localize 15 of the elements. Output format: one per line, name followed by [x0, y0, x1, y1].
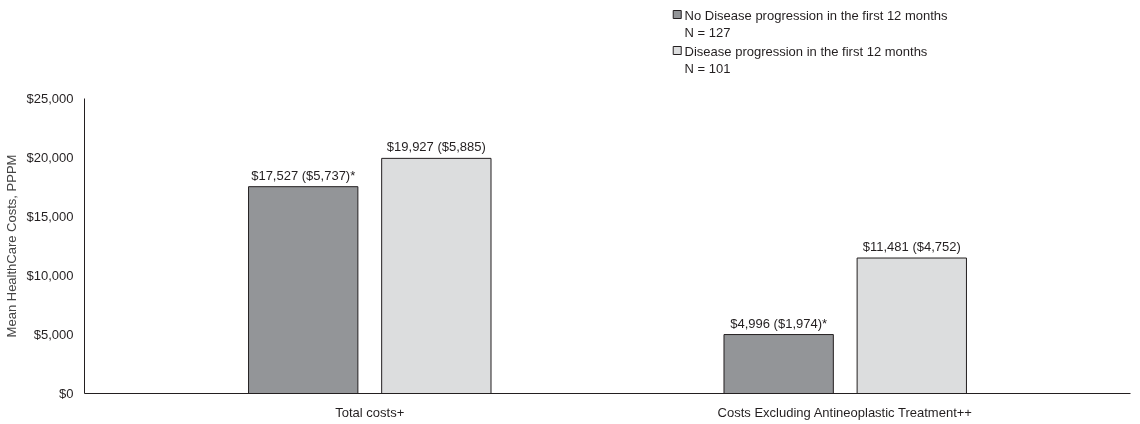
x-tick-label: Costs Excluding Antineoplastic Treatment++ [717, 404, 972, 420]
legend-label: Disease progression in the first 12 months N = 101 [684, 43, 928, 76]
data-label: $4,996 ($1,974)* [730, 315, 828, 331]
y-tick-label: $0 [59, 386, 74, 401]
data-label: $17,527 ($5,737)* [251, 167, 356, 183]
legend-label: No Disease progression in the first 12 months N = 127 [684, 7, 949, 40]
y-tick-label: $5,000 [33, 327, 74, 342]
y-axis-title: Mean HealthCare Costs, PPPM [3, 154, 19, 338]
y-tick-label: $15,000 [26, 209, 74, 224]
y-tick-label: $10,000 [26, 268, 74, 283]
data-label: $11,481 ($4,752) [862, 239, 961, 255]
y-tick-label: $25,000 [26, 91, 74, 106]
x-tick-label: Total costs+ [335, 404, 405, 420]
data-label: $19,927 ($5,885) [386, 139, 486, 155]
y-tick-label: $20,000 [26, 150, 74, 165]
